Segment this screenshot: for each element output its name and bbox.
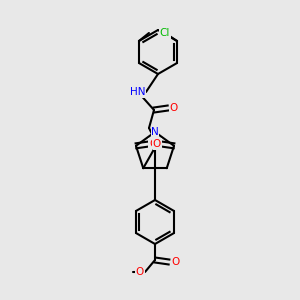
Text: HN: HN bbox=[130, 87, 146, 97]
Text: O: O bbox=[136, 267, 144, 277]
Text: O: O bbox=[172, 257, 180, 267]
Text: O: O bbox=[149, 139, 157, 149]
Text: N: N bbox=[151, 127, 159, 137]
Text: Cl: Cl bbox=[160, 28, 170, 38]
Text: O: O bbox=[153, 139, 161, 149]
Text: S: S bbox=[154, 139, 160, 149]
Text: O: O bbox=[170, 103, 178, 113]
